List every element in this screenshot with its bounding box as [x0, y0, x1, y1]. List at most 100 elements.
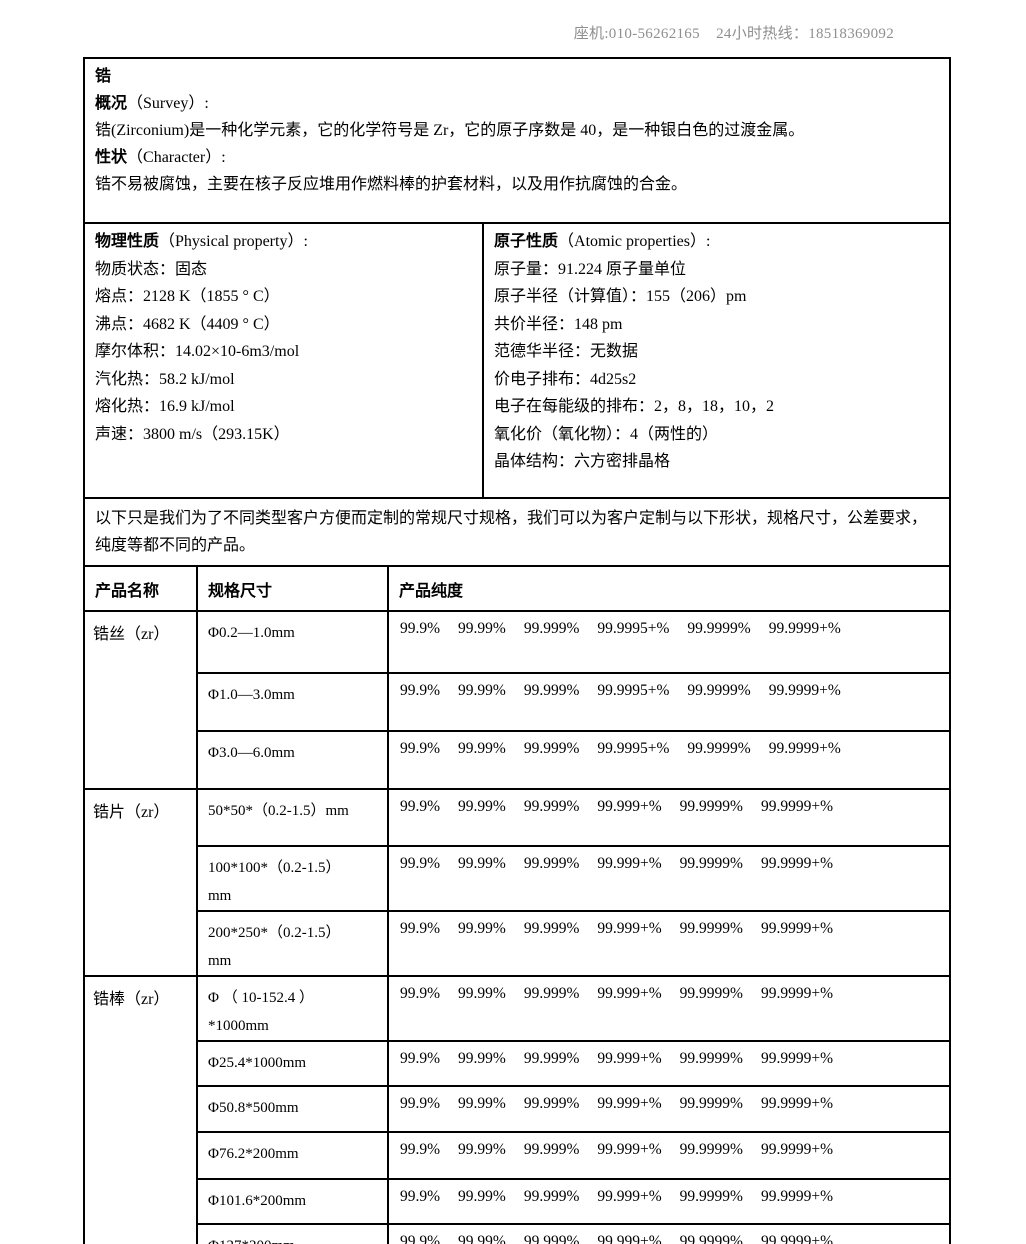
purity-value: 99.9999+% — [768, 682, 841, 699]
purity-value: 99.999% — [523, 1233, 580, 1244]
product-purities: 99.9% 99.99% 99.999% 99.9995+% 99.9999% 99.99… — [387, 730, 951, 790]
purity-value: 99.999% — [523, 1141, 580, 1158]
purity-value: 99.999% — [523, 1095, 580, 1112]
product-row: Φ1.0—3.0mm 99.9% 99.99% 99.999% 99.9995+% 99.… — [84, 672, 951, 732]
product-row: Φ3.0—6.0mm 99.9% 99.99% 99.999% 99.9995+% 99.… — [84, 730, 951, 790]
purity-value: 99.99% — [458, 620, 506, 637]
character-label: 性状（Character）: — [95, 144, 939, 171]
purity-value: 99.9999% — [679, 1188, 743, 1205]
purity-value: 99.999+% — [597, 1233, 662, 1244]
atomic-property-line: 范德华半径：无数据 — [494, 343, 639, 360]
product-spec: Φ101.6*200mm — [196, 1178, 389, 1225]
purity-value: 99.9% — [400, 1233, 441, 1244]
purity-value: 99.9% — [400, 1188, 441, 1205]
purity-value: 99.999% — [523, 798, 580, 815]
document-table: 锆 概况（Survey）: 锆(Zirconium)是一种化学元素，它的化学符号… — [83, 57, 951, 1244]
product-spec: Φ50.8*500mm — [196, 1085, 389, 1133]
physical-properties-list: 物质状态：固态熔点：2128 K（1855 ° C） 沸点：4682 K（4409… — [95, 256, 472, 449]
survey-label-en: （Survey）: — [127, 95, 209, 112]
product-group-name: 锆丝（zr） — [83, 610, 198, 790]
purity-value: 99.9% — [400, 740, 441, 757]
product-purities: 99.9% 99.99% 99.999% 99.999+% 99.9999% 99.999… — [387, 1085, 951, 1133]
atomic-title-zh: 原子性质 — [494, 233, 559, 250]
purity-value: 99.9999+% — [760, 1095, 833, 1112]
purity-value: 99.999% — [523, 1050, 580, 1067]
purity-value: 99.999% — [523, 1188, 580, 1205]
product-row: 锆棒（zr） Φ （ 10-152.4 ） *1000mm 99.9% 99.99% 9… — [83, 975, 951, 1244]
purity-value: 99.99% — [458, 855, 506, 872]
product-purities: 99.9% 99.99% 99.999% 99.9995+% 99.9999% 99.99… — [387, 672, 951, 732]
product-purities: 99.9% 99.99% 99.999% 99.999+% 99.9999% 99.999… — [387, 1040, 951, 1087]
product-purities: 99.9% 99.99% 99.999% 99.999+% 99.9999% 99.999… — [387, 1131, 951, 1180]
purity-value: 99.999+% — [597, 855, 662, 872]
product-purities: 99.9% 99.99% 99.999% 99.999+% 99.9999% 99.999… — [387, 910, 951, 977]
survey-text: 锆(Zirconium)是一种化学元素，它的化学符号是 Zr，它的原子序数是 4… — [95, 122, 805, 139]
product-spec: Φ127*200mm — [196, 1223, 389, 1244]
purity-value: 99.9999% — [687, 740, 751, 757]
purity-value: 99.9995+% — [597, 740, 670, 757]
purity-value: 99.999% — [523, 740, 580, 757]
purity-value: 99.9999% — [679, 920, 743, 937]
purity-value: 99.9999+% — [760, 1233, 833, 1244]
purity-value: 99.9999+% — [760, 1188, 833, 1205]
atomic-property-line: 氧化价（氧化物）：4（两性的） — [494, 425, 719, 443]
purity-value: 99.99% — [458, 1188, 506, 1205]
purity-value: 99.999+% — [597, 920, 662, 937]
purity-value: 99.99% — [458, 740, 506, 757]
atomic-property-line: 原子半径（计算值）：155（206）pm — [494, 288, 747, 305]
physical-title-en: （Physical property）: — [159, 233, 308, 250]
atomic-properties-title: 原子性质（Atomic properties）: — [494, 228, 939, 256]
atomic-property-line: 电子在每能级的排布：2，8，18，10，2 — [494, 398, 775, 415]
purity-value: 99.9% — [400, 620, 441, 637]
product-spec: Φ25.4*1000mm — [196, 1040, 389, 1087]
physical-property-line: 汽化热：58.2 kJ/mol — [95, 370, 235, 388]
purity-value: 99.999% — [523, 682, 580, 699]
header-contact-info: 座机:010-56262165 24小时热线：18518369092 — [573, 26, 894, 42]
product-spec: Φ0.2—1.0mm — [196, 610, 389, 674]
purity-value: 99.9999% — [687, 682, 751, 699]
purity-value: 99.999+% — [597, 1188, 662, 1205]
purity-value: 99.9999+% — [760, 1141, 833, 1158]
atomic-property-line: 原子量：91.224 原子量单位 — [494, 260, 687, 278]
product-row: Φ76.2*200mm 99.9% 99.99% 99.999% 99.999+% 99.… — [84, 1131, 951, 1180]
purity-value: 99.99% — [458, 798, 506, 815]
product-row: Φ101.6*200mm 99.9% 99.99% 99.999% 99.999+% 99… — [84, 1178, 951, 1225]
purity-value: 99.9% — [400, 798, 441, 815]
purity-value: 99.9999% — [679, 1050, 743, 1067]
column-header-purity: 产品纯度 — [387, 565, 951, 612]
purity-value: 99.9% — [400, 920, 441, 937]
product-row: 100*100*（0.2-1.5） mm 99.9% 99.99% 99.999% 99… — [84, 845, 951, 912]
product-group-name: 锆棒（zr） — [83, 975, 198, 1244]
product-spec: 200*250*（0.2-1.5） mm — [196, 910, 389, 977]
purity-value: 99.9% — [400, 1141, 441, 1158]
purity-value: 99.9% — [400, 985, 441, 1002]
purity-value: 99.9999% — [679, 855, 743, 872]
product-spec: Φ76.2*200mm — [196, 1131, 389, 1180]
physical-property-line: 沸点：4682 K（4409 ° C） — [95, 315, 280, 333]
character-label-en: （Character）: — [127, 149, 226, 166]
purity-value: 99.9999+% — [760, 920, 833, 937]
survey-label: 概况（Survey）: — [95, 90, 939, 117]
purity-value: 99.99% — [458, 1233, 506, 1244]
atomic-property-line: 价电子排布：4d25s2 — [494, 370, 637, 388]
intro-row: 锆 概况（Survey）: 锆(Zirconium)是一种化学元素，它的化学符号… — [83, 57, 951, 224]
purity-value: 99.9999% — [679, 985, 743, 1002]
product-spec: Φ3.0—6.0mm — [196, 730, 389, 790]
purity-value: 99.999+% — [597, 1141, 662, 1158]
product-group-name: 锆片（zr） — [83, 788, 198, 977]
physical-property-line: 物质状态：固态 — [95, 260, 208, 278]
purity-value: 99.9% — [400, 855, 441, 872]
product-row: 200*250*（0.2-1.5） mm 99.9% 99.99% 99.999% 99… — [84, 910, 951, 977]
product-spec: 50*50*（0.2-1.5）mm — [196, 788, 389, 847]
character-text: 锆不易被腐蚀，主要在核子反应堆用作燃料棒的护套材料，以及用作抗腐蚀的合金。 — [95, 176, 688, 193]
purity-value: 99.9999+% — [760, 855, 833, 872]
purity-value: 99.9999+% — [760, 1050, 833, 1067]
purity-value: 99.999+% — [597, 798, 662, 815]
physical-property-line: 熔点：2128 K（1855 ° C） — [95, 288, 280, 305]
intro-cell: 锆 概况（Survey）: 锆(Zirconium)是一种化学元素，它的化学符号… — [83, 57, 951, 224]
product-spec: Φ1.0—3.0mm — [196, 672, 389, 732]
purity-value: 99.9999+% — [768, 620, 841, 637]
physical-property-line: 摩尔体积：14.02×10-6m3/mol — [95, 343, 300, 360]
purity-value: 99.9999% — [679, 798, 743, 815]
purity-value: 99.9999% — [679, 1141, 743, 1158]
